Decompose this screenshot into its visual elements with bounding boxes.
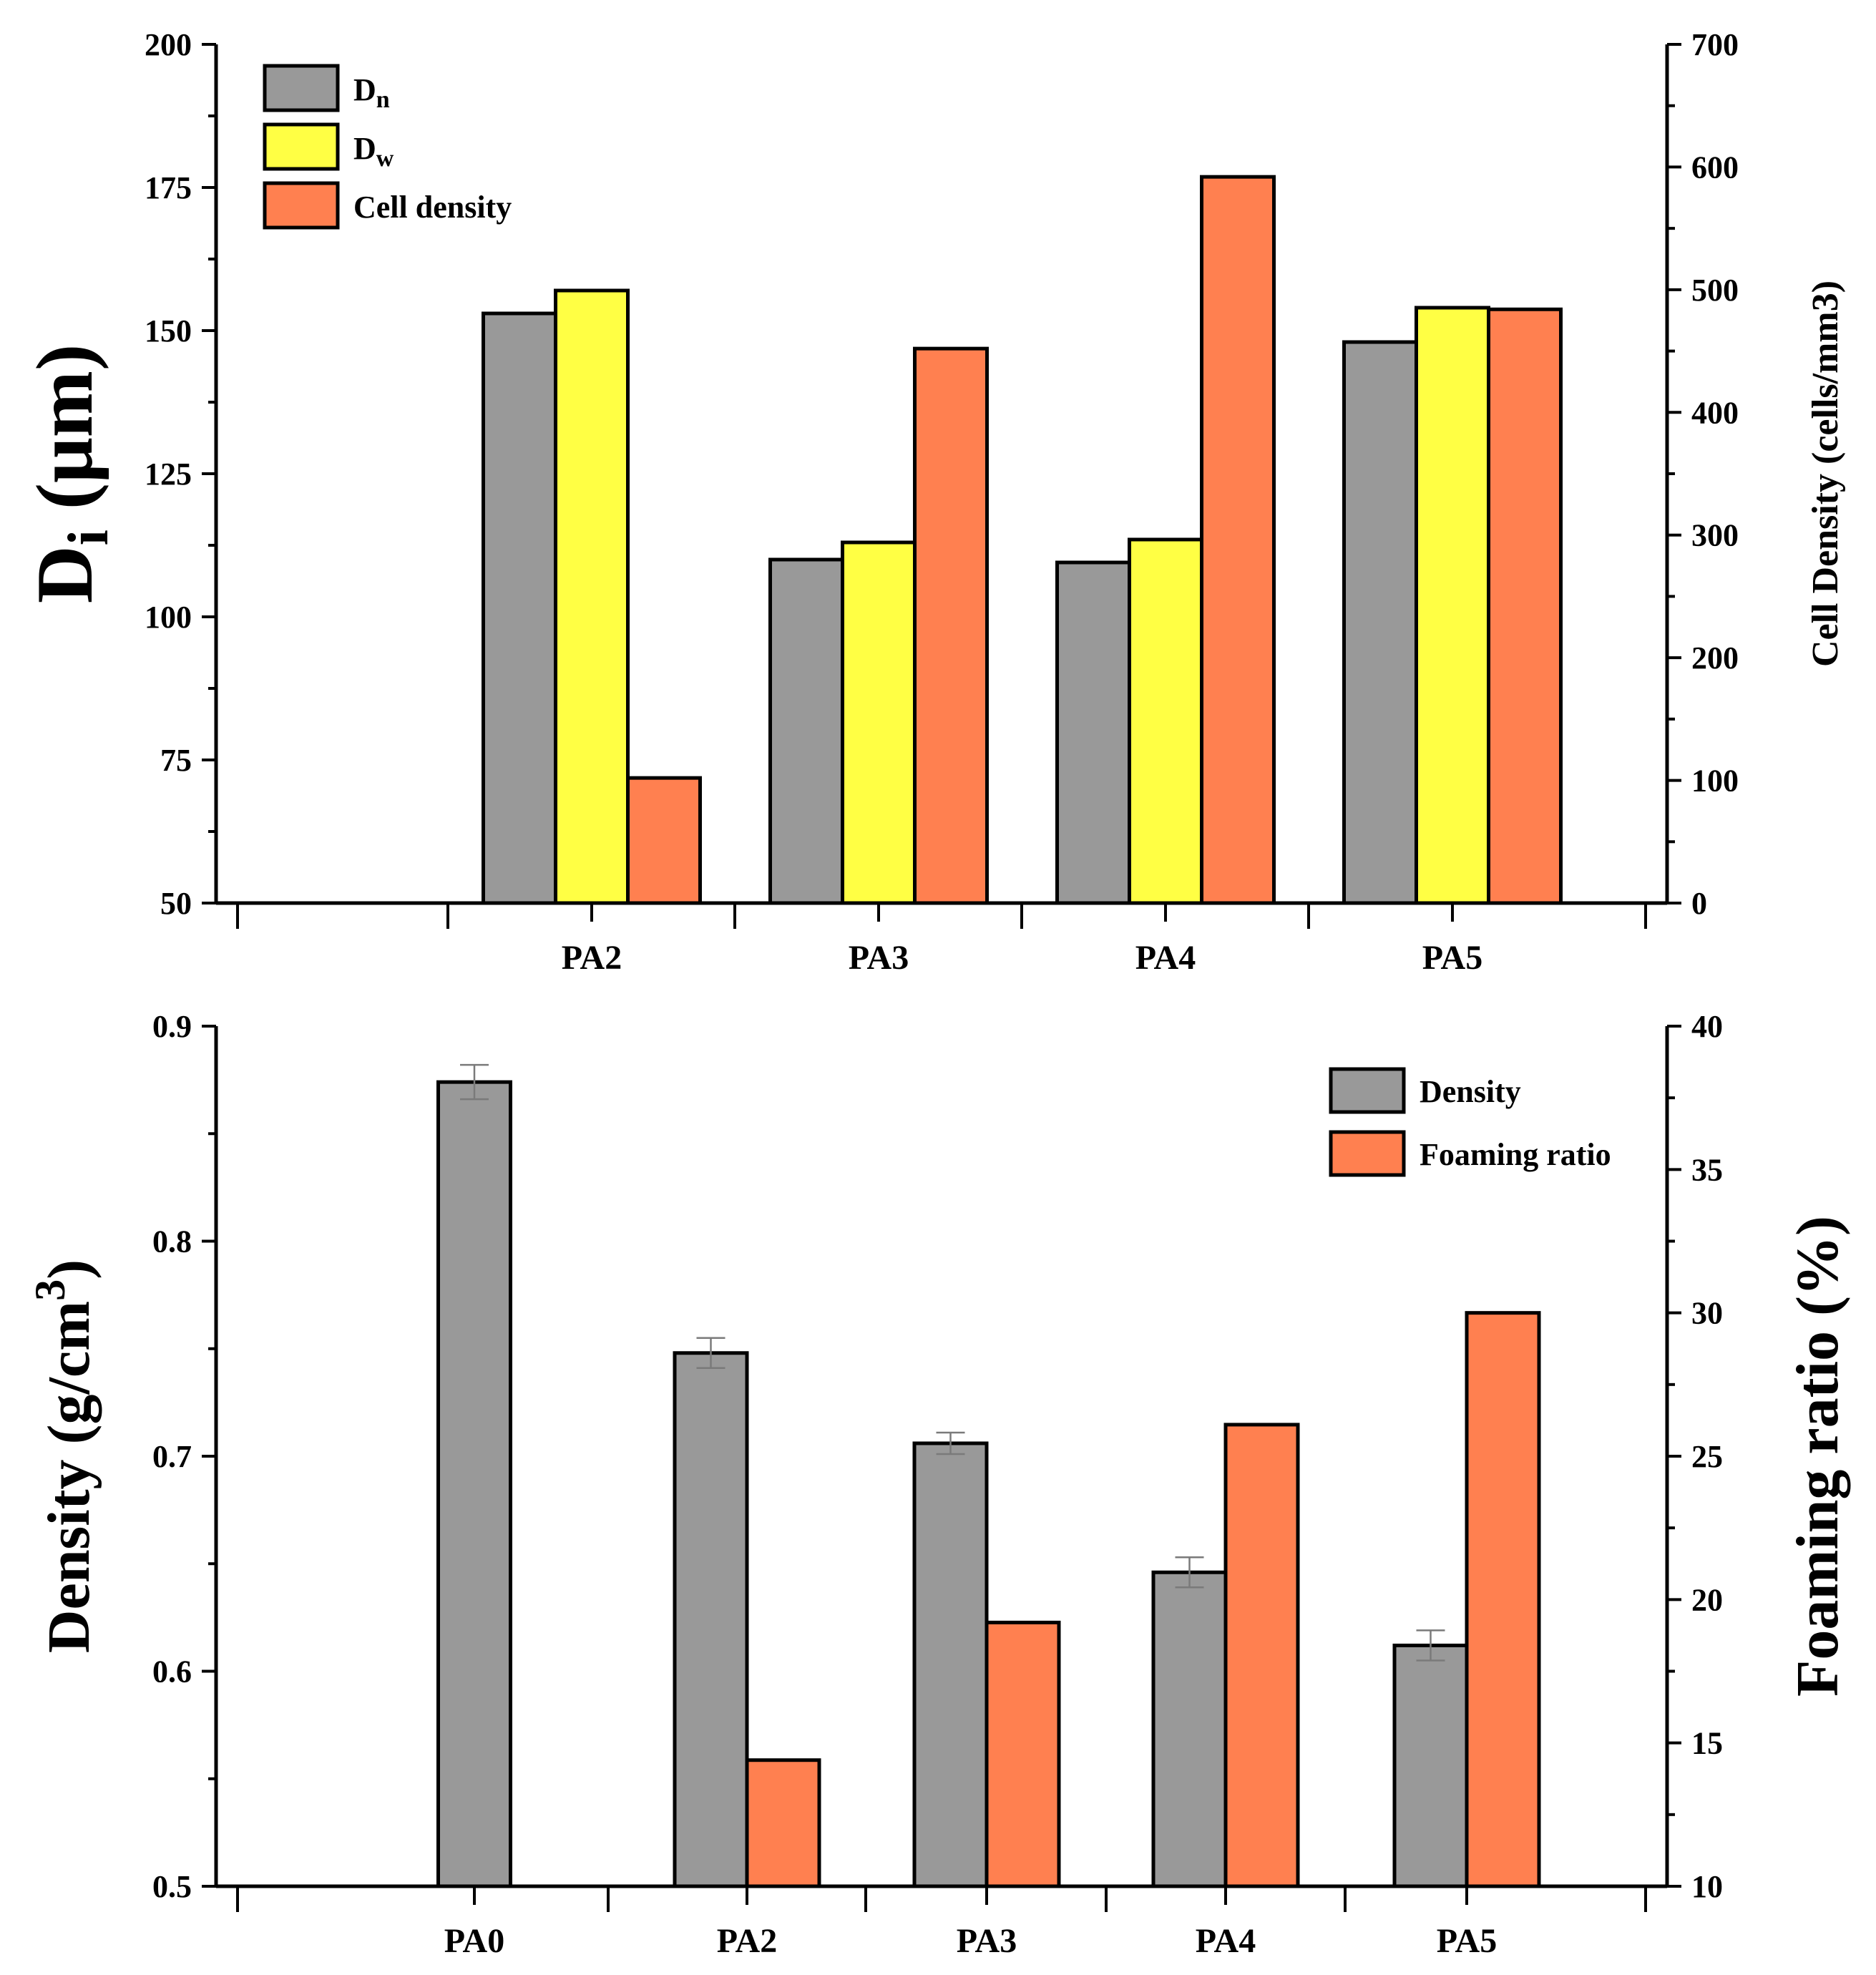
bar-density [673,1351,749,1888]
left-y-axis-title: Density (g/cm3) [26,1259,102,1653]
left-y-tick-label: 0.7 [152,1439,192,1474]
legend-label-main: Cell density [353,190,512,225]
x-tick-label: PA3 [957,1922,1017,1960]
bar-cell-density [1487,307,1563,905]
right-y-tick-label: 40 [1691,1009,1723,1044]
bar-dw [1128,537,1203,905]
x-tick-label: PA5 [1422,939,1482,977]
bar-density [1392,1643,1469,1888]
left-y-tick-label: 0.6 [152,1654,192,1689]
right-y-tick-label: 0 [1691,886,1707,921]
legend-label: Density [1420,1074,1521,1109]
legend-swatch-cell-density [263,181,340,230]
right-y-tick-label: 600 [1691,150,1739,185]
bottom-chart: 0.5 0.6 0.7 0.8 0.9 10 15 20 25 30 35 40 PA0 PA2 PA3 PA… [26,1009,1851,1960]
right-y-tick-label: 20 [1691,1582,1723,1617]
bar-dw [841,540,917,905]
right-y-tick-label: 25 [1691,1439,1723,1474]
x-tick-label: PA4 [1135,939,1196,977]
left-y-tick-label: 0.5 [152,1869,192,1904]
bar-foaming-ratio [1465,1311,1541,1888]
left-y-title-rest: (μm) [21,344,109,530]
left-y-tick-label: 125 [145,457,192,492]
x-tick-label: PA3 [849,939,909,977]
left-y-tick-label: 0.8 [152,1224,192,1259]
left-y-title-sup: 3 [26,1279,74,1301]
right-y-tick-label: 700 [1691,27,1739,62]
bar-dn [768,557,844,905]
bar-dw [1415,306,1490,905]
left-y-tick-label: 175 [145,170,192,205]
top-chart: 50 75 100 125 150 175 200 0 100 200 300 400 500 600 70… [21,27,1846,977]
legend-swatch-dn [263,64,340,112]
right-y-tick-label: 10 [1691,1869,1723,1904]
left-y-title-main: Density (g/cm [36,1301,102,1653]
bar-dw [554,288,630,905]
bar-foaming-ratio [745,1758,821,1888]
legend-label: Foaming ratio [1420,1137,1611,1172]
right-y-tick-label: 400 [1691,395,1739,430]
right-y-tick-label: 35 [1691,1152,1723,1187]
bar-dn [482,311,557,905]
legend-label-main: D [353,131,376,166]
left-y-tick-label: 200 [145,27,192,62]
left-y-title-main: D [21,545,109,603]
bar-density [436,1080,512,1888]
left-y-tick-label: 0.9 [152,1009,192,1044]
x-tick-label: PA4 [1196,1922,1256,1960]
bar-foaming-ratio [985,1620,1061,1888]
x-tick-label: PA2 [717,1922,777,1960]
left-y-tick-label: 100 [145,600,192,635]
right-y-axis-title: Cell Density (cells/mm3) [1805,281,1846,667]
legend-label-sub: n [376,87,390,113]
left-y-title-sub: i [57,530,120,545]
legend-label-sub: w [376,145,394,172]
x-tick-label: PA2 [562,939,622,977]
right-y-tick-label: 200 [1691,640,1739,676]
left-y-tick-label: 150 [145,313,192,348]
right-y-tick-label: 15 [1691,1726,1723,1761]
legend-label: Cell density [353,190,512,225]
left-y-tick-label: 75 [160,743,192,778]
x-tick-label: PA5 [1437,1922,1497,1960]
right-y-tick-label: 300 [1691,518,1739,553]
legend-swatch-density [1329,1067,1406,1114]
bar-cell-density [913,346,989,905]
right-y-tick-label: 30 [1691,1296,1723,1331]
legend-label-main: D [353,72,376,107]
bar-foaming-ratio [1223,1423,1300,1888]
left-y-tick-label: 50 [160,886,192,921]
bar-dn [1055,560,1131,905]
right-y-tick-label: 100 [1691,764,1739,799]
left-y-axis-title: Di (μm) [21,344,120,604]
x-tick-label: PA0 [444,1922,504,1960]
right-y-axis-title: Foaming ratio (%) [1784,1216,1851,1697]
legend-label: Dw [353,131,394,172]
bar-density [1151,1570,1228,1888]
legend-swatch-dw [263,122,340,171]
bar-density [912,1441,989,1888]
right-y-tick-label: 500 [1691,273,1739,308]
bar-cell-density [1200,175,1276,905]
bar-cell-density [626,776,702,905]
legend-swatch-foaming-ratio [1329,1130,1406,1177]
legend-label: Dn [353,72,390,113]
bar-dn [1342,340,1418,905]
left-y-title-rest: ) [36,1259,102,1279]
